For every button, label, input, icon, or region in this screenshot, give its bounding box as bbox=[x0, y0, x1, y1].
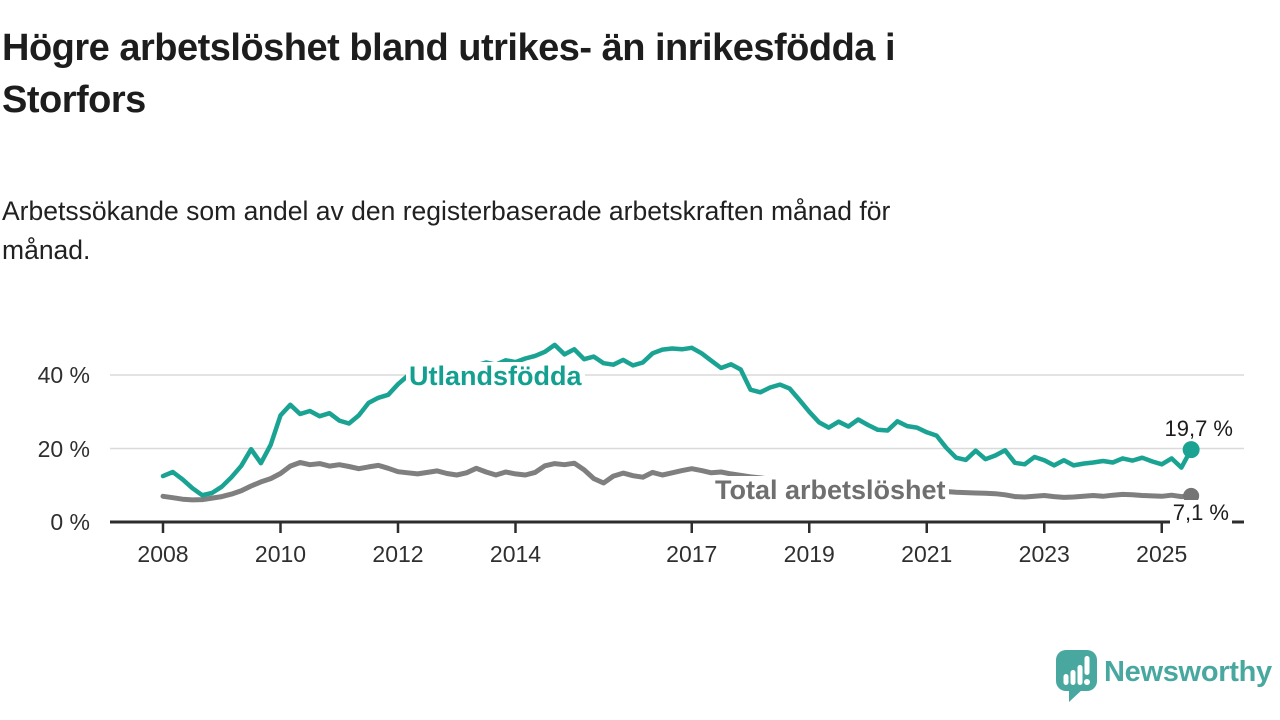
subtitle-line-1: Arbetssökande som andel av den registerb… bbox=[2, 196, 891, 226]
end-value-label-total: 7,1 % bbox=[1169, 500, 1232, 526]
series-label-utlandsfodda: Utlandsfödda bbox=[406, 362, 585, 391]
chart-svg bbox=[110, 342, 1244, 533]
series-line-utlandsf-dda bbox=[160, 342, 1194, 498]
page-title: Högre arbetslöshet bland utrikes- än inr… bbox=[0, 22, 1280, 126]
x-tick-label: 2012 bbox=[372, 541, 424, 567]
x-tick-label: 2025 bbox=[1136, 541, 1188, 567]
newsworthy-logo-icon bbox=[1056, 650, 1097, 702]
series-line-total-arbetsl-shet bbox=[160, 460, 1194, 503]
chart-subtitle: Arbetssökande som andel av den registerb… bbox=[0, 192, 1280, 270]
subtitle-line-2: månad. bbox=[2, 235, 91, 265]
title-line-2: Storfors bbox=[2, 79, 146, 121]
x-tick-label: 2019 bbox=[783, 541, 835, 567]
x-tick-label: 2014 bbox=[489, 541, 542, 567]
series-label-total-arbetsloshet: Total arbetslöshet bbox=[712, 476, 949, 505]
y-tick-label: 20 % bbox=[37, 435, 90, 462]
x-tick-label: 2010 bbox=[254, 541, 307, 567]
y-tick-label: 0 % bbox=[50, 509, 90, 535]
newsworthy-logo[interactable]: Newsworthy bbox=[1054, 646, 1280, 708]
x-tick-label: 2021 bbox=[901, 541, 953, 567]
end-value-label-utlandsfodda: 19,7 % bbox=[1164, 416, 1234, 441]
x-tick-label: 2017 bbox=[666, 541, 718, 567]
y-tick-label: 40 % bbox=[37, 362, 90, 388]
x-tick-label: 2023 bbox=[1018, 541, 1070, 567]
newsworthy-logo-text: Newsworthy bbox=[1104, 656, 1272, 688]
series-end-dot-total-arbetsl-shet bbox=[1183, 487, 1200, 504]
series-end-dot-utlandsf-dda bbox=[1182, 441, 1200, 459]
x-tick-label: 2008 bbox=[137, 541, 189, 567]
title-line-1: Högre arbetslöshet bland utrikes- än inr… bbox=[2, 27, 896, 69]
